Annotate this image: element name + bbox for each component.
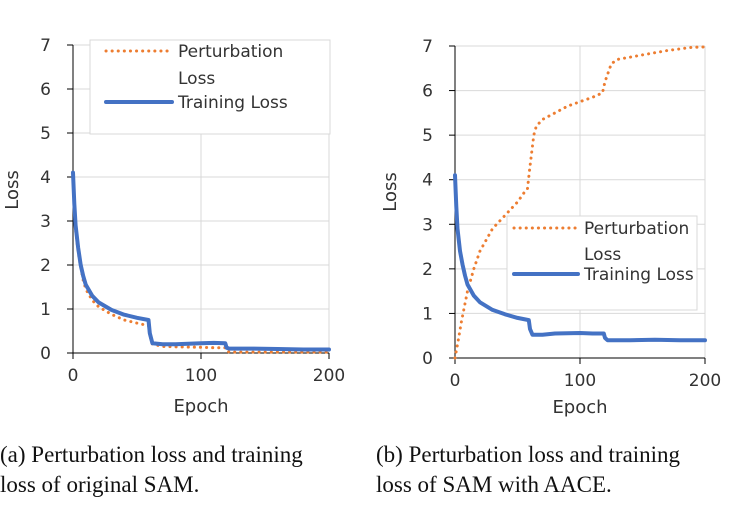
- chart-a-y-tick-label: 6: [40, 80, 51, 100]
- chart-a-y-axis-title: Loss: [2, 170, 23, 209]
- chart-a-y-tick-label: 5: [40, 124, 51, 144]
- chart-a-y-tick-label: 0: [40, 344, 51, 364]
- chart-a-y-tick-label: 1: [40, 300, 51, 320]
- chart-a-training-loss-line: [71, 170, 331, 352]
- chart-b-perturbation-loss-line: [453, 45, 707, 360]
- chart-b-training-loss-line: [453, 173, 707, 343]
- chart-a-legend-training-label: Training Loss: [177, 93, 288, 113]
- chart-a-x-tick-label: 200: [313, 366, 345, 386]
- chart-b-y-tick-label: 1: [422, 304, 433, 324]
- caption-a-line-2: loss of original SAM.: [0, 472, 200, 497]
- chart-b-y-tick-label: 3: [422, 215, 433, 235]
- chart-b-legend-perturbation-label-2: Loss: [584, 245, 621, 265]
- chart-a-y-tick-label: 2: [40, 256, 51, 276]
- chart-b-x-tick-label: 0: [450, 371, 461, 391]
- chart-b-y-axis-title: Loss: [380, 172, 401, 211]
- chart-b-y-tick-label: 6: [422, 82, 433, 102]
- caption-b-line-1: (b) Perturbation loss and training: [376, 442, 681, 467]
- caption-b-line-2: loss of SAM with AACE.: [376, 472, 612, 497]
- chart-a-legend-perturbation-label: Perturbation: [178, 42, 283, 62]
- chart-a-y-tick-label: 4: [40, 168, 51, 188]
- chart-b-x-axis-title: Epoch: [552, 397, 607, 418]
- caption-a: (a) Perturbation loss and training loss …: [0, 440, 303, 500]
- caption-a-line-1: (a) Perturbation loss and training: [0, 442, 303, 467]
- chart-a-x-tick-label: 0: [68, 366, 79, 386]
- caption-b: (b) Perturbation loss and training loss …: [376, 440, 680, 500]
- chart-b-x-tick-label: 200: [689, 371, 721, 391]
- chart-b-y-tick-label: 0: [422, 349, 433, 369]
- chart-a-legend-perturbation-label-2: Loss: [178, 69, 215, 89]
- chart-b-y-tick-label: 4: [422, 171, 433, 191]
- chart-a-x-axis-title: Epoch: [173, 396, 228, 417]
- chart-b-legend-training-label: Training Loss: [583, 265, 694, 285]
- chart-b-y-tick-label: 2: [422, 260, 433, 280]
- chart-b-legend-perturbation-label: Perturbation: [584, 219, 689, 239]
- chart-b-x-tick-label: 100: [564, 371, 596, 391]
- chart-b-y-tick-label: 7: [422, 37, 433, 57]
- chart-a-legend-box: [89, 39, 331, 135]
- chart-a-y-tick-label: 3: [40, 212, 51, 232]
- chart-a-x-tick-label: 100: [185, 366, 217, 386]
- chart-a: 0 1 2 3 4 5 6 7 0 100 200 Epoch Loss Perturbation Loss…: [2, 36, 345, 417]
- chart-a-y-tick-label: 7: [40, 36, 51, 56]
- chart-b-legend-box: [506, 215, 698, 311]
- chart-b: 0 1 2 3 4 5 6 7 0 100 200 Epoch Loss Perturbation Loss…: [380, 37, 721, 418]
- chart-b-y-tick-label: 5: [422, 126, 433, 146]
